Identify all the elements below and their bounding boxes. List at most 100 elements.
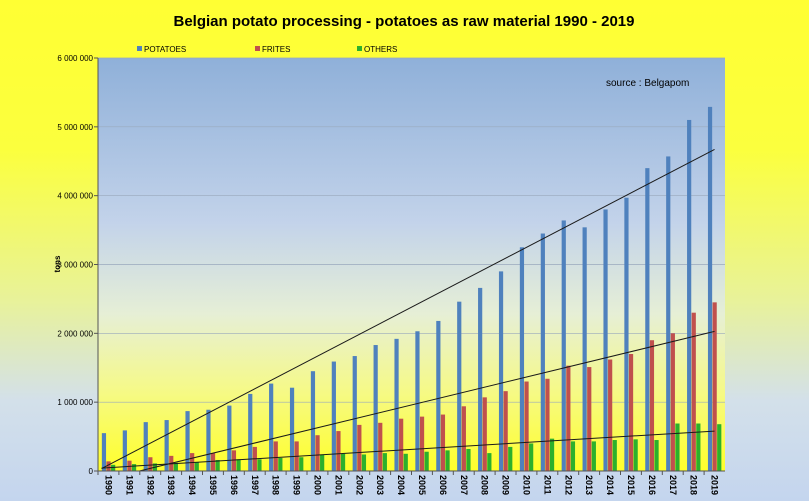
bar-potatoes-2006 [436, 320, 441, 471]
bar-others-1990 [111, 464, 116, 471]
trendline-others [101, 430, 715, 469]
series-potatoes [101, 106, 713, 471]
bar-others-2003 [382, 453, 387, 471]
bar-others-1998 [278, 457, 283, 471]
x-tick-label: 1994 [187, 475, 197, 495]
bar-potatoes-2008 [478, 287, 483, 471]
bar-others-2005 [424, 451, 429, 471]
bar-frites-2014 [608, 359, 613, 471]
bar-frites-1994 [190, 453, 195, 471]
bar-potatoes-1999 [289, 387, 295, 471]
x-tick-label: 2009 [501, 475, 511, 495]
chart-title: Belgian potato processing - potatoes as … [174, 13, 635, 30]
x-tick-label: 2007 [459, 475, 469, 495]
bar-potatoes-2018 [687, 119, 692, 471]
bar-others-2002 [361, 454, 367, 471]
bar-potatoes-1995 [206, 409, 211, 471]
x-tick-label: 2017 [668, 475, 678, 495]
x-tick-label: 1991 [124, 475, 134, 495]
bar-others-2001 [340, 453, 346, 471]
y-tick-label: 3 000 000 [57, 261, 93, 270]
bar-others-2017 [675, 423, 680, 471]
legend: POTATOES FRITES OTHERS [137, 45, 397, 54]
x-tick-label: 2001 [333, 475, 343, 495]
bar-frites-2006 [440, 414, 446, 471]
bar-frites-2012 [566, 365, 571, 471]
bar-potatoes-2011 [540, 233, 545, 471]
bar-others-2009 [508, 446, 513, 471]
x-tick-label: 2018 [689, 475, 699, 495]
bar-potatoes-1992 [143, 422, 148, 471]
x-tick-label: 1998 [271, 475, 281, 495]
bar-others-2012 [570, 441, 576, 471]
x-tick-label: 2005 [417, 475, 427, 495]
legend-label: OTHERS [364, 45, 397, 54]
bar-others-2013 [591, 441, 596, 471]
bar-others-2000 [320, 454, 325, 471]
bar-others-1994 [194, 462, 199, 471]
bar-others-2004 [403, 453, 408, 471]
x-tick-label: 2012 [563, 475, 573, 495]
bar-potatoes-2013 [582, 227, 587, 471]
bar-others-1996 [236, 459, 241, 471]
bar-frites-2018 [691, 312, 696, 471]
bar-potatoes-2004 [394, 338, 399, 471]
bar-potatoes-1990 [101, 433, 107, 471]
bar-others-1993 [173, 462, 178, 471]
legend-item-potatoes: POTATOES [137, 45, 186, 54]
x-tick-label: 1997 [250, 475, 260, 495]
trendline-frites [139, 330, 715, 472]
y-tick-label: 4 000 000 [57, 192, 93, 201]
bar-frites-1991 [127, 460, 132, 471]
bar-frites-2000 [315, 435, 320, 471]
legend-label: FRITES [262, 45, 290, 54]
bar-others-1991 [131, 464, 137, 471]
bar-frites-2019 [712, 302, 717, 471]
bar-others-2018 [696, 423, 701, 471]
bar-potatoes-2003 [373, 345, 378, 471]
bar-others-1999 [299, 457, 304, 471]
y-tick-labels: 0 1 000 000 2 000 000 3 000 000 4 000 000 5 0… [57, 54, 93, 476]
bar-frites-2010 [524, 381, 529, 471]
x-tick-label: 2010 [521, 475, 531, 495]
x-tick-label: 2003 [375, 475, 385, 495]
bar-potatoes-2007 [457, 301, 462, 471]
x-tick-label: 1996 [229, 475, 239, 495]
legend-label: POTATOES [144, 45, 186, 54]
y-tick-label: 0 [89, 467, 94, 476]
y-tick-label: 6 000 000 [57, 54, 93, 63]
bar-frites-2001 [336, 431, 341, 471]
bar-frites-2017 [670, 333, 675, 471]
bar-potatoes-2010 [519, 247, 525, 471]
legend-item-frites: FRITES [255, 45, 290, 54]
bar-frites-2005 [419, 416, 425, 471]
trendline-potatoes [101, 149, 715, 470]
x-tick-label: 2008 [480, 475, 490, 495]
x-tick-label: 2011 [542, 475, 552, 495]
bar-others-2006 [445, 450, 450, 471]
x-tick-label: 1990 [103, 475, 113, 495]
bar-frites-2003 [378, 422, 383, 471]
bar-potatoes-2015 [624, 197, 629, 471]
bar-frites-1998 [273, 441, 278, 471]
bar-potatoes-2012 [561, 220, 566, 471]
bar-potatoes-2014 [603, 209, 608, 471]
bar-others-2014 [612, 440, 617, 471]
bar-potatoes-1997 [248, 393, 253, 471]
bar-potatoes-2005 [415, 331, 420, 471]
bar-potatoes-1994 [185, 411, 190, 471]
bar-others-2007 [466, 448, 471, 471]
bar-frites-2002 [357, 424, 362, 471]
axes [97, 58, 725, 475]
x-tick-label: 2015 [626, 475, 636, 495]
bar-potatoes-1996 [227, 405, 232, 471]
bar-frites-2011 [545, 378, 550, 471]
bar-others-2019 [717, 424, 722, 471]
bar-potatoes-2017 [666, 156, 671, 471]
bar-potatoes-2019 [707, 106, 713, 471]
y-tick-label: 2 000 000 [57, 329, 93, 338]
bar-potatoes-1991 [122, 430, 127, 471]
legend-swatch [255, 46, 260, 51]
bar-potatoes-2000 [310, 371, 316, 471]
